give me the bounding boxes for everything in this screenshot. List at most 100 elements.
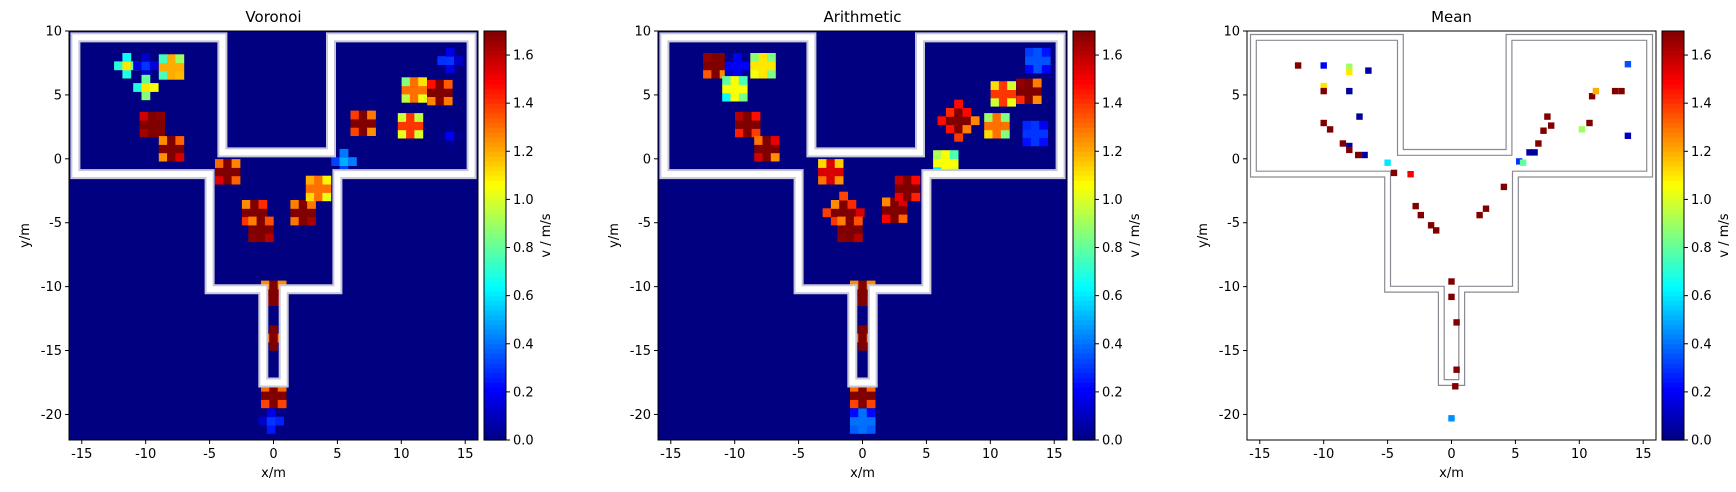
heatmap-cell bbox=[1022, 137, 1032, 147]
colorbar-segment bbox=[1073, 175, 1095, 181]
heatmap-cell bbox=[962, 124, 972, 134]
heatmap-cell bbox=[122, 53, 132, 62]
colorbar-tick-label: 1.2 bbox=[1102, 145, 1123, 160]
colorbar-segment bbox=[484, 165, 506, 172]
colorbar-segment bbox=[484, 64, 506, 71]
heatmap-cell bbox=[141, 53, 151, 62]
heatmap-cell bbox=[837, 216, 847, 226]
heatmap-cell bbox=[445, 47, 455, 57]
y-axis-label: y/m bbox=[607, 223, 622, 248]
heatmap-cell bbox=[1500, 183, 1508, 191]
colorbar-segment bbox=[1073, 411, 1095, 417]
heatmap-cell bbox=[1030, 137, 1040, 147]
colorbar-segment bbox=[1073, 343, 1095, 350]
x-tick-label: -15 bbox=[660, 447, 681, 462]
colorbar-segment bbox=[1073, 358, 1095, 364]
colorbar-tick-label: 1.2 bbox=[513, 145, 534, 160]
heatmap-cell bbox=[830, 200, 840, 209]
colorbar-tick-label: 0.2 bbox=[513, 385, 534, 400]
colorbar-segment bbox=[484, 50, 506, 56]
heatmap-cell bbox=[149, 83, 159, 92]
colorbar-segment bbox=[1073, 319, 1095, 326]
heatmap-cell bbox=[305, 192, 315, 202]
colorbar-segment bbox=[1662, 420, 1684, 427]
y-axis-label: y/m bbox=[1196, 223, 1211, 248]
heatmap-cell bbox=[890, 205, 900, 215]
colorbar: 0.0 0.2 0.4 0.6 0.8 1.0 1.2 1.4 1.6 v / m/s bbox=[1072, 30, 1143, 449]
heatmap-cell bbox=[133, 83, 142, 92]
heatmap-cell bbox=[954, 124, 963, 134]
heatmap-cell bbox=[818, 159, 827, 168]
colorbar-segment bbox=[1662, 170, 1684, 176]
colorbar-segment bbox=[484, 338, 506, 345]
colorbar-segment bbox=[484, 69, 506, 75]
colorbar-segment bbox=[1662, 295, 1684, 302]
colorbar-segment bbox=[1662, 35, 1684, 42]
heatmap-cell bbox=[1407, 171, 1414, 178]
colorbar-segment bbox=[484, 233, 506, 239]
heatmap-cell bbox=[401, 77, 411, 87]
heatmap-cell bbox=[158, 54, 168, 64]
colorbar-segment bbox=[1073, 199, 1095, 205]
colorbar-segment bbox=[1662, 233, 1684, 239]
heatmap-cell bbox=[266, 408, 276, 418]
colorbar-tick-label: 0.4 bbox=[1102, 337, 1123, 352]
heatmap-cell bbox=[167, 144, 176, 154]
colorbar-segment bbox=[1662, 286, 1684, 292]
heatmap-cell bbox=[741, 69, 751, 79]
colorbar-segment bbox=[1073, 406, 1095, 412]
colorbar-segment bbox=[484, 387, 506, 393]
colorbar-segment bbox=[484, 194, 506, 201]
heatmap-cell bbox=[261, 399, 270, 409]
heatmap-cell bbox=[139, 128, 149, 138]
colorbar-segment bbox=[1073, 396, 1095, 403]
heatmap-cell bbox=[175, 152, 185, 162]
heatmap-cell bbox=[866, 399, 876, 409]
heatmap-cell bbox=[911, 175, 921, 185]
colorbar-segment bbox=[484, 319, 506, 326]
heatmap-cell bbox=[1611, 87, 1619, 95]
heatmap-cell bbox=[454, 56, 463, 65]
heatmap-cell bbox=[1025, 47, 1034, 57]
heatmap-cell bbox=[307, 200, 316, 209]
colorbar-segment bbox=[1662, 415, 1684, 422]
heatmap-cell bbox=[945, 116, 955, 126]
heatmap-cell bbox=[1033, 56, 1043, 65]
colorbar-segment bbox=[1073, 141, 1095, 148]
colorbar-segment bbox=[1662, 430, 1684, 436]
colorbar-segment bbox=[1662, 112, 1684, 119]
colorbar-segment bbox=[1073, 117, 1095, 124]
heatmap-cell bbox=[762, 152, 772, 162]
heatmap-cell bbox=[1586, 119, 1593, 127]
heatmap-cell bbox=[1032, 86, 1042, 96]
heatmap-cell bbox=[256, 233, 266, 243]
colorbar-segment bbox=[1073, 127, 1095, 133]
heatmap-cell bbox=[427, 88, 436, 97]
heatmap-cell bbox=[743, 120, 753, 129]
colorbar-segment bbox=[1073, 228, 1095, 234]
heatmap-cell bbox=[722, 76, 731, 85]
heatmap-cell bbox=[1000, 121, 1010, 131]
heatmap-cell bbox=[141, 74, 151, 84]
heatmap-cell bbox=[215, 175, 224, 185]
colorbar-segment bbox=[1073, 165, 1095, 172]
heatmap-cell bbox=[954, 116, 963, 126]
x-tick-label: 10 bbox=[393, 447, 410, 462]
heatmap-cell bbox=[269, 399, 279, 409]
wall bbox=[661, 34, 1064, 386]
heatmap-cell bbox=[290, 216, 300, 226]
colorbar-segment bbox=[1073, 387, 1095, 393]
colorbar-segment bbox=[484, 247, 506, 253]
colorbar-segment bbox=[484, 266, 506, 273]
heatmap-cell bbox=[437, 56, 447, 65]
heatmap-cell bbox=[730, 76, 740, 85]
colorbar-segment bbox=[484, 310, 506, 316]
heatmap-cell bbox=[911, 192, 921, 202]
colorbar-segment bbox=[484, 276, 506, 282]
y-tick-label: -15 bbox=[1219, 344, 1240, 359]
colorbar-segment bbox=[1073, 180, 1095, 186]
heatmap-cell bbox=[743, 111, 753, 121]
colorbar-segment bbox=[484, 93, 506, 99]
heatmap-cell bbox=[305, 175, 315, 185]
heatmap-cell bbox=[167, 136, 176, 145]
